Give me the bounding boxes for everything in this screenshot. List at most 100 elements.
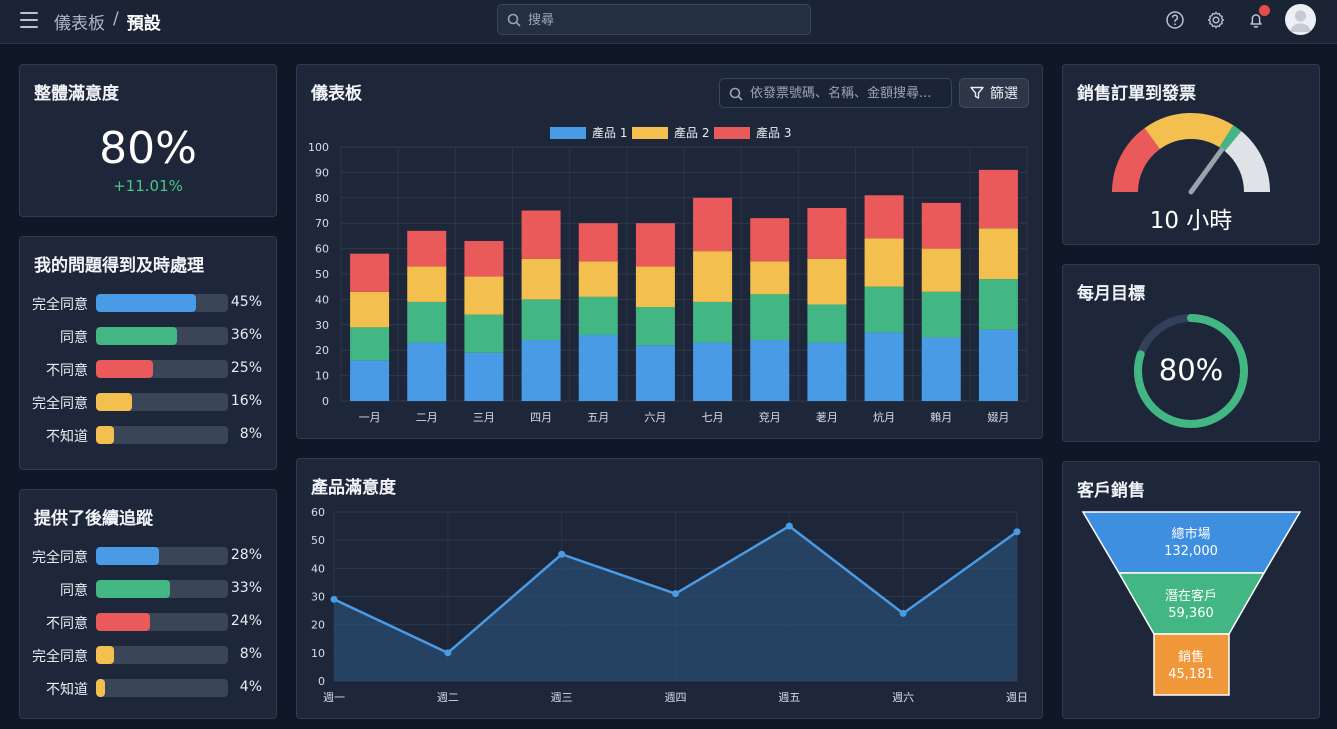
overall-satisfaction-value: 80% — [99, 123, 197, 174]
response-row: 同意 33% — [20, 579, 276, 599]
customer-sales-funnel: 總市場 132,000 潛在客戶 59,360 銷售 45,181 — [1081, 511, 1302, 696]
monthly-goal-value: 80% — [1158, 353, 1224, 387]
y-tick-label: 50 — [315, 268, 329, 281]
response-bar-track — [96, 679, 228, 697]
funnel-stage-label: 潛在客戶 — [1165, 588, 1217, 604]
gauge-needle — [1188, 147, 1225, 195]
filter-button[interactable]: 篩選 — [959, 78, 1029, 108]
bar-segment — [864, 332, 904, 401]
bar-segment — [693, 197, 733, 252]
bar-segment — [521, 340, 561, 401]
response-row: 完全同意 8% — [20, 645, 276, 665]
area-fill — [334, 526, 1017, 681]
x-tick-label: 炕月 — [873, 410, 895, 424]
bar-segment — [464, 314, 504, 353]
response-value: 25% — [230, 360, 262, 376]
response-bar-fill — [96, 294, 197, 312]
stacked-bar-chart: 0 10 20 30 40 50 60 70 80 90 100 一月 二月 三月 四月 五月 六月 七月 兗月 荖月… — [308, 125, 1028, 424]
resolved-timely-card: 我的問題得到及時處理 完全同意 45% 同意 36% 不同意 25% 完全同意 16% 不知道 8… — [19, 236, 277, 470]
monthly-goal-card: 每月目標 80% — [1062, 264, 1320, 442]
bar-segment — [978, 228, 1018, 280]
monthly-goal-ring — [1134, 314, 1248, 428]
bar-segment — [978, 279, 1018, 330]
bar-segment — [578, 223, 618, 262]
help-icon[interactable] — [1165, 10, 1185, 30]
x-tick-label: 一月 — [359, 411, 381, 424]
bar-segment — [464, 240, 504, 277]
avatar[interactable] — [1285, 4, 1316, 35]
response-value: 36% — [230, 327, 262, 343]
funnel-stage-label: 銷售 — [1178, 649, 1204, 665]
top-bar: 儀表板 / 預設 — [0, 0, 1337, 44]
bar-segment — [407, 301, 447, 343]
x-tick-label: 週四 — [665, 691, 687, 704]
bar-segment — [693, 301, 733, 343]
x-tick-label: 二月 — [416, 411, 438, 424]
monthly-goal-title: 每月目標 — [1077, 284, 1145, 304]
bar-segment — [635, 223, 675, 267]
funnel-stage — [1081, 511, 1302, 574]
hamburger-menu-icon[interactable] — [20, 12, 38, 28]
global-search-input[interactable] — [528, 9, 798, 31]
funnel-stage-value: 45,181 — [1168, 667, 1214, 682]
response-value: 45% — [230, 294, 262, 310]
response-value: 8% — [239, 646, 262, 662]
bar-segment — [407, 230, 447, 267]
y-tick-label: 0 — [322, 395, 329, 408]
gear-icon[interactable] — [1206, 10, 1226, 30]
invoice-search-input[interactable] — [750, 83, 945, 104]
product-satisfaction-card: 產品滿意度 0 10 20 30 40 50 60 週一 週二 週三 週四 週五 週六 週日 — [296, 458, 1043, 719]
y-tick-label: 30 — [311, 591, 325, 604]
resolved-timely-title: 我的問題得到及時處理 — [34, 256, 204, 276]
response-bar-track — [96, 294, 228, 312]
overall-satisfaction-delta: +11.01% — [113, 177, 183, 195]
response-row: 不同意 25% — [20, 359, 276, 379]
bar-segment — [407, 266, 447, 302]
search-icon — [507, 13, 521, 27]
followup-title: 提供了後續追蹤 — [34, 509, 153, 529]
x-tick-label: 七月 — [702, 411, 724, 424]
y-tick-label: 0 — [318, 675, 325, 688]
y-tick-label: 60 — [315, 243, 329, 256]
invoice-search — [719, 78, 952, 108]
y-tick-label: 40 — [315, 293, 329, 306]
y-tick-label: 70 — [315, 217, 329, 230]
response-row: 不同意 24% — [20, 612, 276, 632]
response-row: 不知道 4% — [20, 678, 276, 698]
data-point — [330, 595, 338, 603]
notification-badge — [1259, 5, 1270, 16]
filter-button-label: 篩選 — [990, 86, 1018, 102]
gauge-segment-yellow — [1144, 113, 1234, 150]
user-avatar-icon — [1290, 10, 1311, 32]
overall-satisfaction-card: 整體滿意度 80% +11.01% — [19, 64, 277, 217]
funnel-stage — [1153, 633, 1230, 696]
order-to-invoice-card: 銷售訂單到發票 10 小時 — [1062, 64, 1320, 245]
bar-segment — [750, 261, 790, 295]
bar-segment — [978, 169, 1018, 229]
bell-icon[interactable] — [1246, 10, 1266, 30]
response-value: 28% — [230, 547, 262, 563]
y-tick-label: 60 — [311, 506, 325, 519]
bar-segment — [350, 291, 390, 328]
response-bar-fill — [96, 393, 132, 411]
y-tick-label: 20 — [311, 619, 325, 632]
response-label: 完全同意 — [32, 396, 88, 412]
x-tick-label: 荖月 — [816, 411, 838, 424]
response-bar-fill — [96, 613, 151, 631]
response-bar-fill — [96, 327, 177, 345]
bar-segment — [350, 327, 390, 361]
y-tick-label: 100 — [308, 141, 329, 154]
funnel-stage-label: 總市場 — [1171, 526, 1210, 542]
y-tick-label: 20 — [315, 344, 329, 357]
breadcrumb-root[interactable]: 儀表板 — [54, 14, 105, 34]
bar-segment — [693, 342, 733, 401]
legend-label: 產品 1 — [592, 125, 627, 140]
response-row: 完全同意 45% — [20, 293, 276, 313]
breadcrumb: 儀表板 / 預設 — [54, 9, 161, 34]
response-row: 完全同意 28% — [20, 546, 276, 566]
gauge-segment-gray — [1224, 131, 1270, 193]
bar-segment — [864, 195, 904, 239]
response-value: 33% — [230, 580, 262, 596]
global-search — [497, 4, 811, 35]
response-bar-fill — [96, 547, 160, 565]
